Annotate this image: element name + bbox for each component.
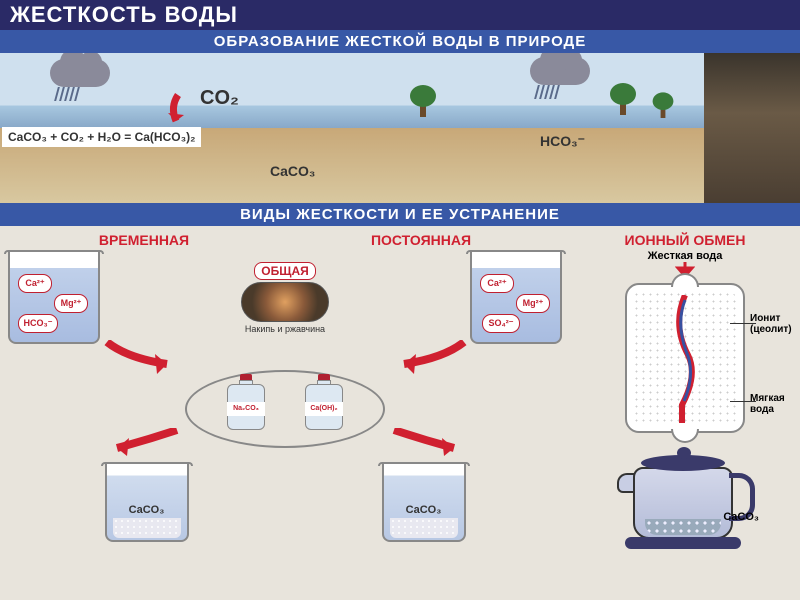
kettle-caco3-label: CaCO₃ <box>723 511 759 523</box>
ion-exchange-column <box>625 283 745 433</box>
temporary-label: ВРЕМЕННАЯ <box>99 232 189 248</box>
result-beaker-right: CaCO₃ <box>382 464 466 542</box>
caco3-ground-label: CaCO₃ <box>270 163 315 179</box>
cave-photo <box>704 53 800 203</box>
kettle-scale-icon <box>645 519 721 535</box>
nature-diagram: CO₂ CaCO₃ + CO₂ + H₂O = Ca(HCO₃)₂ CaCO₃ … <box>0 53 800 203</box>
general-label: ОБЩАЯ <box>254 262 315 280</box>
hco3-ground-label: HCO₃⁻ <box>540 133 585 150</box>
bottles-group-oval <box>185 370 385 448</box>
cloud-icon <box>530 57 590 85</box>
soft-water-annotation: Мягкая вода <box>750 393 796 415</box>
kettle-icon: CaCO₃ <box>615 449 755 549</box>
section1-title: ОБРАЗОВАНИЕ ЖЕСТКОЙ ВОДЫ В ПРИРОДЕ <box>0 30 800 53</box>
caoh2-bottle: Ca(OH)₂ <box>305 370 343 430</box>
ca-ion-badge: Ca²⁺ <box>18 274 52 293</box>
so4-ion-badge: SO₄²⁻ <box>482 314 520 333</box>
general-sublabel: Накипь и ржавчина <box>235 324 335 334</box>
arrow-down-icon <box>87 428 207 458</box>
pipe-scale-icon <box>241 282 329 322</box>
co2-label: CO₂ <box>200 87 239 110</box>
equation-text: CaCO₃ + CO₂ + H₂O = Ca(HCO₃)₂ <box>2 127 201 147</box>
ca-ion-badge: Ca²⁺ <box>480 274 514 293</box>
bottle-label: Na₂CO₃ <box>227 402 265 416</box>
ion-exchange-panel: ИОННЫЙ ОБМЕН Жесткая вода Ионит (цеолит)… <box>570 226 800 600</box>
bottle-label: Ca(OH)₂ <box>305 402 343 416</box>
section2-title: ВИДЫ ЖЕСТКОСТИ И ЕЕ УСТРАНЕНИЕ <box>0 203 800 226</box>
permanent-beaker: Ca²⁺ Mg²⁺ SO₄²⁻ <box>470 252 562 344</box>
hardness-types-panel: ВРЕМЕННАЯ ПОСТОЯННАЯ Ca²⁺ Mg²⁺ HCO₃⁻ ОБЩ… <box>0 226 570 600</box>
precipitate-icon <box>113 518 181 538</box>
result-beaker-left: CaCO₃ <box>105 464 189 542</box>
arrow-down-icon <box>364 428 484 458</box>
hard-water-label: Жесткая вода <box>578 250 792 262</box>
bottom-panel: ВРЕМЕННАЯ ПОСТОЯННАЯ Ca²⁺ Mg²⁺ HCO₃⁻ ОБЩ… <box>0 226 800 600</box>
caco3-label: CaCO₃ <box>406 504 442 516</box>
permanent-label: ПОСТОЯННАЯ <box>371 232 471 248</box>
na2co3-bottle: Na₂CO₃ <box>227 370 265 430</box>
flow-path-icon <box>670 295 700 425</box>
tree-icon <box>610 85 636 115</box>
tree-icon <box>653 94 674 118</box>
main-title: ЖЕСТКОСТЬ ВОДЫ <box>0 0 800 30</box>
rain-icon <box>536 85 558 99</box>
mg-ion-badge: Mg²⁺ <box>54 294 88 313</box>
precipitate-icon <box>390 518 458 538</box>
poster-root: ЖЕСТКОСТЬ ВОДЫ ОБРАЗОВАНИЕ ЖЕСТКОЙ ВОДЫ … <box>0 0 800 600</box>
general-hardness: ОБЩАЯ Накипь и ржавчина <box>235 262 335 334</box>
ion-exchange-title: ИОННЫЙ ОБМЕН <box>578 232 792 248</box>
cloud-icon <box>50 59 110 87</box>
hco3-ion-badge: HCO₃⁻ <box>18 314 58 333</box>
rain-icon <box>56 87 78 101</box>
temporary-beaker: Ca²⁺ Mg²⁺ HCO₃⁻ <box>8 252 100 344</box>
mg-ion-badge: Mg²⁺ <box>516 294 550 313</box>
ionite-annotation: Ионит (цеолит) <box>750 313 796 335</box>
tree-icon <box>410 87 436 117</box>
caco3-label: CaCO₃ <box>129 504 165 516</box>
